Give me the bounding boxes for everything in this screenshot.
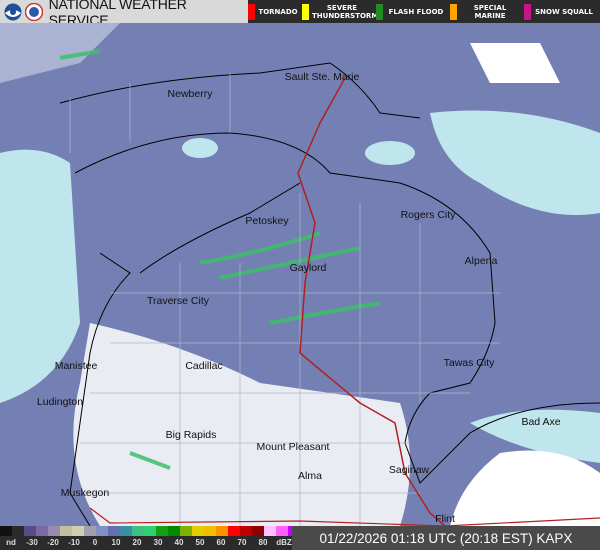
warning-swatch xyxy=(376,3,383,20)
warning-key: SPECIAL MARINE xyxy=(450,3,520,20)
scale-swatch xyxy=(204,526,216,536)
scale-swatch xyxy=(72,526,84,536)
scale-swatch xyxy=(240,526,252,536)
city-label: Traverse City xyxy=(146,295,210,307)
city-label: Gaylord xyxy=(289,262,327,274)
scale-swatch xyxy=(108,526,120,536)
no-echo-areas xyxy=(0,23,600,526)
city-label: Big Rapids xyxy=(165,429,217,441)
scale-swatch xyxy=(84,526,96,536)
radar-map[interactable] xyxy=(0,23,600,526)
city-label: Cadillac xyxy=(185,360,223,372)
city-label: Bad Axe xyxy=(521,416,561,428)
city-label: Alpena xyxy=(464,255,498,267)
reflectivity-legend: nd -30 -20 -10 0 10 20 30 40 50 60 70 80 dBZ 01/22/20… xyxy=(0,526,600,550)
warning-legend: TORNADO SEVERE THUNDERSTORM FLASH FLOOD SPE… xyxy=(248,0,600,23)
city-label: Mount Pleasant xyxy=(256,441,330,453)
city-label: Alma xyxy=(298,470,322,482)
scale-swatch xyxy=(48,526,60,536)
interstate-75 xyxy=(297,77,446,526)
warning-swatch xyxy=(248,3,255,20)
scale-swatch xyxy=(216,526,228,536)
scale-swatch xyxy=(180,526,192,536)
scale-tick: 10 xyxy=(111,538,121,547)
noaa-logo-icon xyxy=(4,3,22,20)
city-label: Manistee xyxy=(54,360,98,372)
scale-swatch xyxy=(132,526,144,536)
scale-tick: 30 xyxy=(153,538,163,547)
scale-ticks: nd -30 -20 -10 0 10 20 30 40 50 60 70 80 dBZ xyxy=(0,537,292,550)
scale-tick: 80 xyxy=(258,538,268,547)
city-label: Saginaw xyxy=(388,464,430,476)
lake-areas xyxy=(0,110,600,463)
warning-swatch xyxy=(302,3,309,20)
warning-label: SPECIAL MARINE xyxy=(473,3,507,20)
scale-tick: -10 xyxy=(68,538,80,547)
warning-key: TORNADO xyxy=(248,3,298,20)
scale-tick: 60 xyxy=(216,538,226,547)
city-label: Newberry xyxy=(167,88,213,100)
nws-brand: NATIONAL WEATHER SERVICE xyxy=(0,0,248,28)
scale-swatch xyxy=(264,526,276,536)
scale-swatch xyxy=(120,526,132,536)
scale-tick: -30 xyxy=(26,538,38,547)
scale-tick: dBZ xyxy=(276,538,292,547)
scale-swatch xyxy=(252,526,264,536)
timestamp: 01/22/2026 01:18 UTC (20:18 EST) KAPX xyxy=(292,526,600,550)
warning-swatch xyxy=(450,3,457,20)
warning-key: SNOW SQUALL xyxy=(524,3,594,20)
warning-label: SNOW SQUALL xyxy=(535,7,593,16)
coastlines xyxy=(59,62,600,526)
scale-swatch xyxy=(144,526,156,536)
color-scale xyxy=(0,526,336,536)
scale-swatch xyxy=(168,526,180,536)
scale-tick: -20 xyxy=(47,538,59,547)
warning-label: TORNADO xyxy=(258,7,298,16)
city-label: Rogers City xyxy=(400,209,456,221)
warning-swatch xyxy=(524,3,531,20)
nws-logo-icon xyxy=(24,2,43,21)
scale-swatch xyxy=(276,526,288,536)
precip-bands xyxy=(59,49,381,470)
city-label: Ludington xyxy=(36,396,84,408)
interstate-96 xyxy=(89,507,600,526)
scale-tick: 0 xyxy=(92,538,98,547)
city-label: Flint xyxy=(435,513,455,525)
scale-swatch xyxy=(96,526,108,536)
warning-key: FLASH FLOOD xyxy=(376,3,446,20)
city-label: Petoskey xyxy=(245,215,289,227)
scale-swatch xyxy=(228,526,240,536)
city-label: Sault Ste. Marie xyxy=(284,71,360,83)
scale-swatch xyxy=(156,526,168,536)
scale-tick: 40 xyxy=(174,538,184,547)
warning-label: SEVERE THUNDERSTORM xyxy=(312,3,379,20)
scale-tick: 50 xyxy=(195,538,205,547)
scale-swatch xyxy=(24,526,36,536)
city-label: Muskegon xyxy=(60,487,110,499)
scale-swatch xyxy=(36,526,48,536)
warning-key: SEVERE THUNDERSTORM xyxy=(302,3,379,20)
scale-tick: 70 xyxy=(237,538,247,547)
header: NATIONAL WEATHER SERVICE TORNADO SEVERE T… xyxy=(0,0,600,28)
scale-swatch xyxy=(12,526,24,536)
scale-swatch xyxy=(192,526,204,536)
scale-tick: 20 xyxy=(132,538,142,547)
scale-swatch xyxy=(0,526,12,536)
scale-swatch xyxy=(60,526,72,536)
city-label: Tawas City xyxy=(443,357,495,369)
warning-label: FLASH FLOOD xyxy=(388,7,444,16)
scale-tick: nd xyxy=(6,538,16,547)
